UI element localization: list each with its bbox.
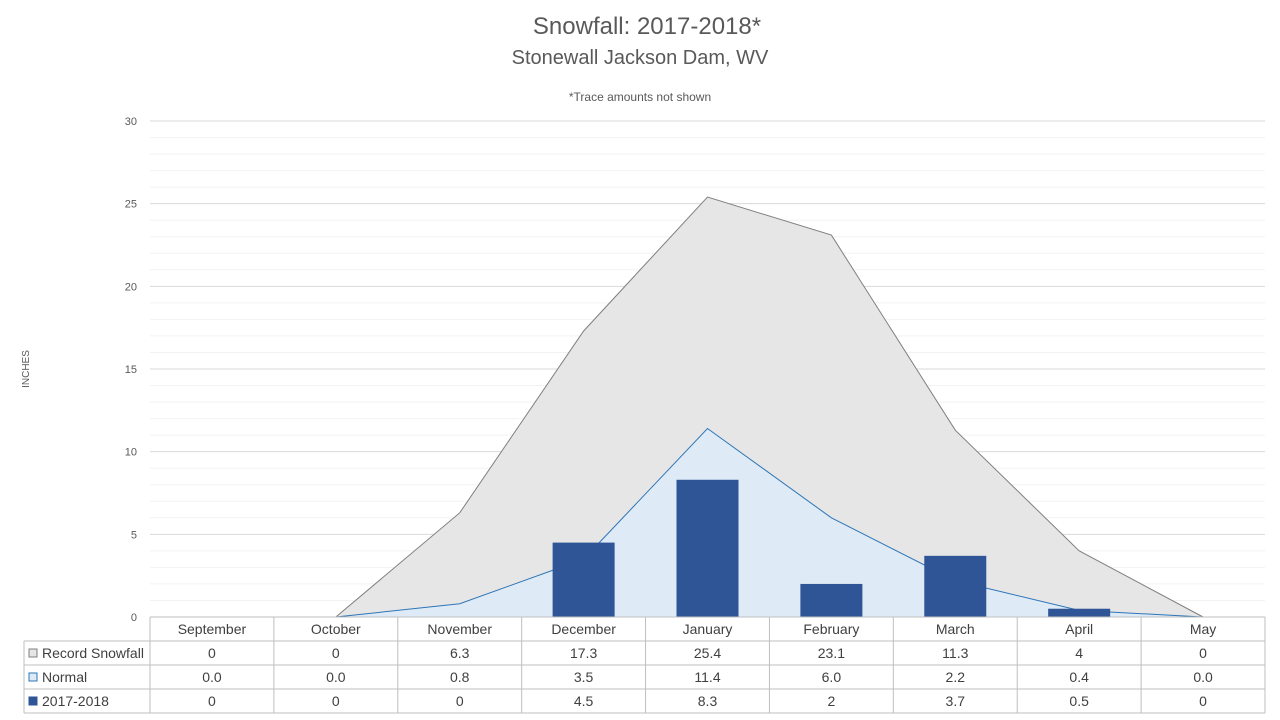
bar xyxy=(1048,608,1111,617)
data-label: 0 xyxy=(332,693,340,709)
legend-swatch xyxy=(28,672,38,682)
legend-entry: 2017-2018 xyxy=(42,693,109,709)
y-axis-label: INCHES xyxy=(21,350,32,388)
data-label: 0.5 xyxy=(1069,693,1089,709)
legend-swatch xyxy=(28,648,38,658)
series-2 xyxy=(552,479,1111,617)
data-label: 2 xyxy=(827,693,835,709)
data-label: 11.4 xyxy=(694,669,720,685)
y-tick-label: 0 xyxy=(131,612,137,624)
data-label: 0 xyxy=(456,693,464,709)
data-label: 4.5 xyxy=(574,693,594,709)
data-label: 11.3 xyxy=(942,645,968,661)
data-label: 8.3 xyxy=(698,693,718,709)
chart-note: *Trace amounts not shown xyxy=(569,90,711,104)
y-tick-label: 30 xyxy=(125,116,137,128)
data-label: 0 xyxy=(1199,693,1207,709)
data-label: 0.0 xyxy=(202,669,222,685)
data-label: 0 xyxy=(332,645,340,661)
data-label: 0.0 xyxy=(1193,669,1213,685)
y-tick-labels: 0 5 10 15 20 25 30 xyxy=(125,116,137,624)
data-label: 4 xyxy=(1075,645,1083,661)
data-label: 0 xyxy=(208,645,216,661)
data-table: September October November December January F… xyxy=(23,617,1266,714)
x-tick-label: December xyxy=(551,621,616,637)
data-label: 6.3 xyxy=(450,645,470,661)
data-label: 0 xyxy=(1199,645,1207,661)
legend-entry: Record Snowfall xyxy=(42,645,144,661)
area-line xyxy=(335,196,1204,618)
x-tick-label: March xyxy=(936,621,975,637)
x-tick-label: February xyxy=(803,621,859,637)
legend-swatch xyxy=(28,696,38,706)
data-label: 3.7 xyxy=(946,693,966,709)
bar xyxy=(924,555,987,617)
series-marks xyxy=(150,196,1265,618)
chart-title: Snowfall: 2017-2018* xyxy=(533,13,761,40)
bar xyxy=(676,479,739,617)
x-tick-label: January xyxy=(683,621,733,637)
data-label: 0 xyxy=(208,693,216,709)
y-tick-label: 25 xyxy=(125,199,137,211)
data-label: 23.1 xyxy=(818,645,845,661)
data-label: 17.3 xyxy=(570,645,597,661)
area-line xyxy=(335,427,1204,618)
data-label: 0.8 xyxy=(450,669,470,685)
x-tick-label: November xyxy=(427,621,492,637)
series-1 xyxy=(335,427,1204,618)
data-label: 2.2 xyxy=(946,669,966,685)
x-tick-label: May xyxy=(1190,621,1216,637)
x-tick-label: September xyxy=(178,621,247,637)
legend-entry: Normal xyxy=(42,669,87,685)
y-tick-label: 5 xyxy=(131,529,137,541)
bar xyxy=(800,583,863,617)
y-tick-label: 10 xyxy=(125,447,137,459)
data-label: 25.4 xyxy=(694,645,721,661)
data-label: 0.0 xyxy=(326,669,346,685)
area-fill xyxy=(335,428,1204,617)
y-tick-label: 20 xyxy=(125,281,137,293)
x-tick-label: October xyxy=(311,621,361,637)
bar xyxy=(552,542,615,617)
series-0 xyxy=(335,196,1204,618)
chart-subtitle: Stonewall Jackson Dam, WV xyxy=(512,47,769,69)
data-label: 0.4 xyxy=(1069,669,1089,685)
x-tick-label: April xyxy=(1065,621,1093,637)
data-label: 6.0 xyxy=(822,669,842,685)
data-label: 3.5 xyxy=(574,669,594,685)
area-fill xyxy=(335,197,1204,617)
y-tick-label: 15 xyxy=(125,364,137,376)
